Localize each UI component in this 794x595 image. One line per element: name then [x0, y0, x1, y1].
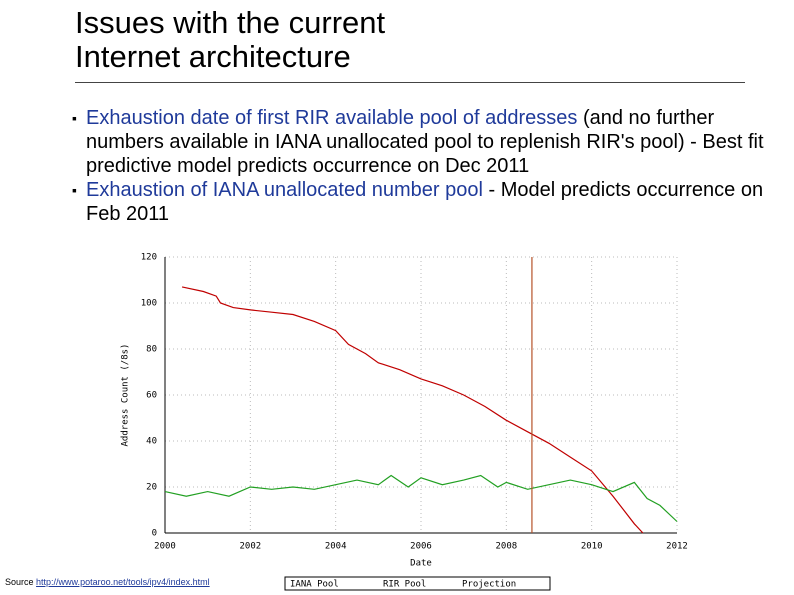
bullet-text: (and no further numbers available in IAN…: [86, 107, 764, 177]
y-tick-label: 60: [146, 391, 157, 401]
legend-box: [284, 576, 551, 591]
legend-entry: IANA Pool: [290, 580, 339, 590]
bullet-text: - Model predicts occurrence on Feb 2011: [86, 179, 764, 225]
y-tick-label: 80: [146, 345, 157, 355]
bullet-highlight: Exhaustion of IANA unallocated number po…: [86, 179, 483, 201]
x-tick-label: 2004: [325, 542, 347, 552]
y-tick-label: 0: [152, 529, 157, 539]
series-line: [181, 286, 644, 534]
title-line: Internet architecture: [75, 39, 351, 74]
y-tick-label: 20: [146, 483, 157, 493]
x-tick-label: 2006: [410, 542, 432, 552]
x-tick-label: 2002: [239, 542, 261, 552]
bullet-list: Exhaustion date of first RIR available p…: [72, 106, 772, 226]
bullet: Exhaustion of IANA unallocated number po…: [72, 178, 772, 226]
x-tick-label: 2012: [666, 542, 688, 552]
x-tick-label: 2008: [495, 542, 517, 552]
source: Source http://www.potaroo.net/tools/ipv4…: [5, 577, 210, 587]
x-tick-label: 2000: [154, 542, 176, 552]
series-line: [164, 474, 678, 522]
x-axis-label: Date: [410, 559, 432, 569]
slide-title: Issues with the current Internet archite…: [75, 6, 385, 74]
legend-entry: Projection: [462, 580, 516, 590]
y-axis-label: Address Count (/8s): [121, 344, 131, 447]
bullet: Exhaustion date of first RIR available p…: [72, 106, 772, 178]
y-tick-label: 40: [146, 437, 157, 447]
title-rule: [75, 82, 745, 83]
source-label: Source: [5, 577, 34, 587]
x-tick-label: 2010: [581, 542, 603, 552]
y-tick-label: 100: [141, 299, 157, 309]
title-line: Issues with the current: [75, 5, 386, 40]
legend-entry: RIR Pool: [383, 580, 426, 590]
source-link[interactable]: http://www.potaroo.net/tools/ipv4/index.…: [36, 577, 210, 587]
bullet-highlight: Exhaustion date of first RIR available p…: [86, 107, 578, 129]
y-tick-label: 120: [141, 253, 157, 263]
